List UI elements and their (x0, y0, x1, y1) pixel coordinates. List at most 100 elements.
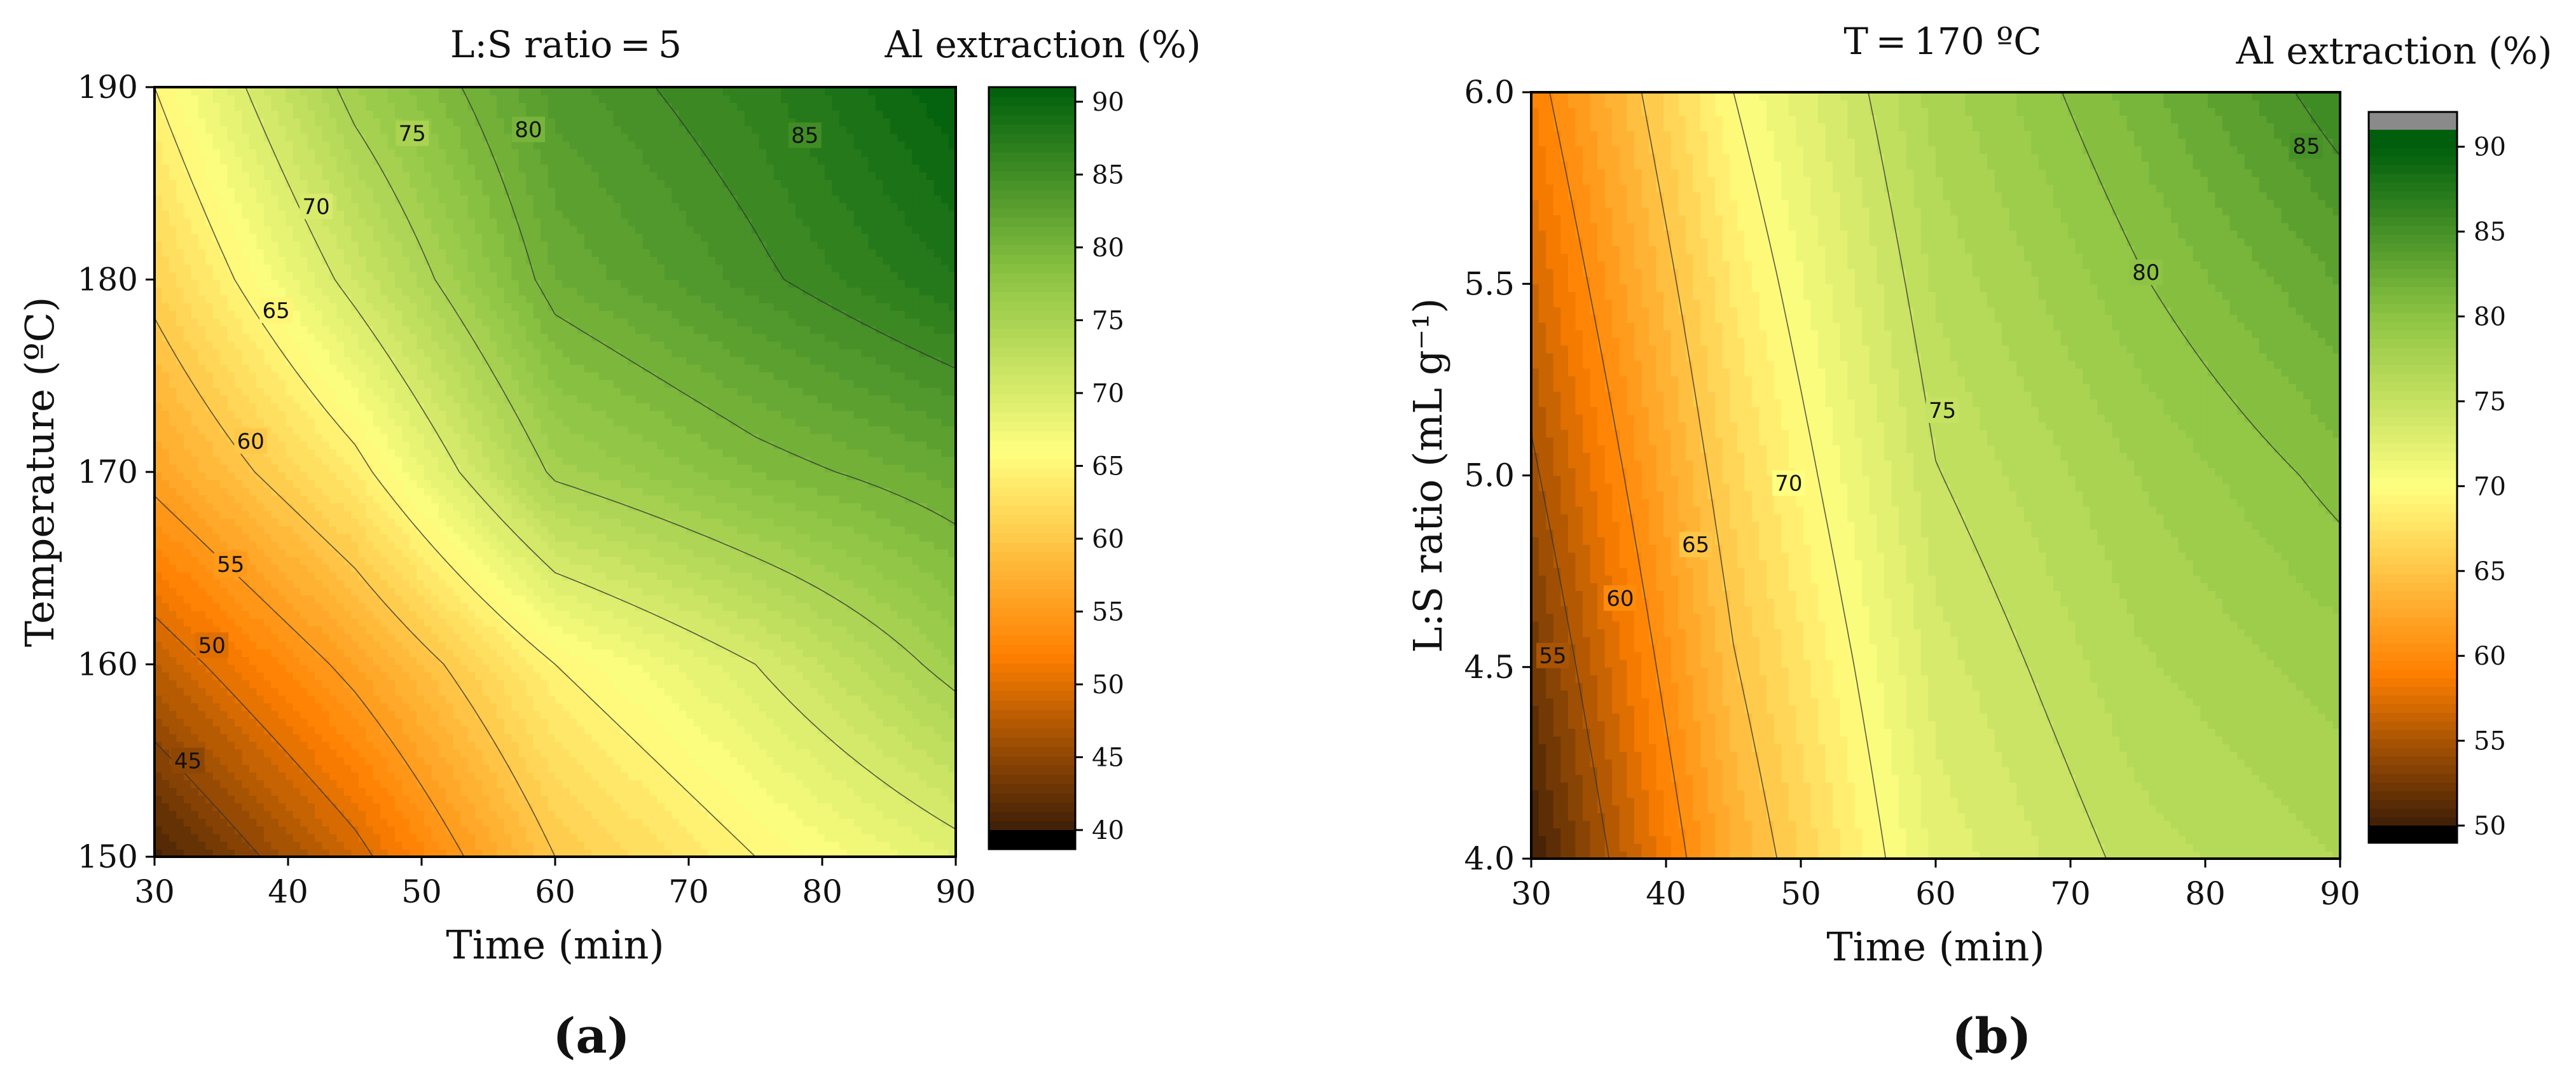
contour-label-bg (2129, 260, 2163, 286)
colorbar-label: Al extraction (%) (2236, 29, 2552, 73)
contour-label: 75 (1929, 398, 1956, 424)
colorbar-tick-label: 55 (1092, 597, 1124, 627)
colorbar-tick-label: 85 (2474, 218, 2506, 247)
y-tick-label: 150 (78, 838, 138, 875)
panel-b: 55 60 65 70 75 80 85 30 40 50 60 70 80 90 4.0 4.5 5.0 5.5… (1405, 20, 2552, 1064)
panel-label: (a) (553, 1007, 630, 1064)
colorbar-tick-label: 45 (1092, 743, 1124, 772)
contour-label: 70 (302, 195, 329, 220)
colorbar-tick-label: 80 (2474, 303, 2506, 332)
x-tick-label: 80 (2185, 875, 2226, 912)
contour-line-80 (2062, 92, 2340, 524)
colorbar-tick-label: 60 (2474, 642, 2506, 671)
colorbar: 50 55 60 65 70 75 80 85 90 Al extraction (%) (2236, 29, 2552, 844)
x-tick-label: 90 (935, 873, 976, 910)
contour-line-70 (245, 87, 956, 830)
contour-label: 60 (1606, 586, 1634, 611)
contour-line-85 (654, 87, 956, 369)
y-tick-label: 170 (78, 453, 138, 490)
contour-label: 70 (1775, 471, 1802, 497)
contour-line-75 (1868, 92, 2107, 859)
x-axis-label: Time (min) (446, 922, 664, 968)
x-tick-label: 40 (1646, 875, 1686, 912)
colorbar-frame (2367, 111, 2458, 844)
contour-line-65 (155, 87, 756, 857)
colorbar-under (989, 830, 1075, 849)
colorbar-tick-label: 55 (2474, 727, 2506, 756)
contour-label-bg (1603, 585, 1637, 611)
contour-label-bg (2290, 133, 2323, 159)
y-tick-label: 4.5 (1464, 649, 1515, 686)
x-tick-label: 50 (401, 873, 442, 910)
y-tick-label: 4.0 (1464, 840, 1515, 877)
contour-label-bg (512, 116, 545, 142)
contour-line-50 (155, 616, 374, 857)
colorbar-tick-label: 70 (1092, 379, 1124, 408)
contour-label: 65 (262, 298, 289, 324)
colorbar-tick-label: 85 (1092, 160, 1124, 190)
contour-label-bg (1679, 531, 1712, 557)
colorbar-tick-label: 90 (2474, 133, 2506, 162)
colorbar-over (2369, 112, 2457, 130)
contour-label-bg (1536, 642, 1569, 668)
contour-lines (1531, 92, 2340, 859)
panel-label: (b) (1952, 1007, 2031, 1064)
y-axis-label: L:S ratio (mL g⁻¹) (1405, 298, 1451, 653)
y-tick-label: 180 (78, 261, 138, 298)
contour-label: 50 (198, 633, 226, 658)
colorbar-tick-label: 65 (1092, 452, 1124, 481)
contour-line-70 (1733, 92, 1887, 859)
contour-line-65 (1641, 92, 1778, 859)
x-tick-label: 60 (535, 873, 575, 910)
panel-a: 45 50 55 60 65 70 75 80 85 30 40 50 60 70 80 90 150 160 17… (17, 23, 1201, 1064)
colorbar-under (2369, 826, 2457, 843)
chart-title: T = 170 ºC (1843, 20, 2041, 63)
contour-label-bg (1925, 398, 1959, 424)
contour-label: 55 (1539, 644, 1566, 669)
x-tick-label: 30 (1511, 875, 1552, 912)
contour-label-bg (788, 122, 822, 148)
colorbar-tick-label: 65 (2474, 557, 2506, 586)
contour-line-60 (155, 317, 556, 857)
contour-fill (1531, 92, 2340, 859)
colorbar-tick-label: 75 (2474, 387, 2506, 417)
x-tick-label: 70 (2050, 875, 2091, 912)
contour-line-60 (1549, 92, 1688, 859)
colorbar: 40 45 50 55 60 65 70 75 80 85 90 Al extraction (%) (885, 23, 1201, 850)
x-axis-label: Time (min) (1826, 924, 2044, 970)
contour-label: 80 (2132, 260, 2159, 286)
contour-label: 75 (399, 121, 426, 147)
contour-label-bg (171, 747, 205, 773)
colorbar-label: Al extraction (%) (885, 23, 1201, 66)
contour-line-55 (1531, 433, 1610, 859)
colorbar-tick-label: 70 (2474, 472, 2506, 501)
contour-label-bg (234, 428, 268, 454)
contour-label: 65 (1682, 532, 1709, 558)
x-tick-label: 30 (134, 873, 175, 910)
colorbar-tick-label: 40 (1092, 816, 1124, 845)
x-tick-label: 60 (1915, 875, 1956, 912)
contour-label-bg (259, 297, 293, 323)
y-tick-label: 160 (78, 646, 138, 683)
contour-label-bg (214, 551, 247, 578)
contour-label-bg (396, 120, 429, 146)
colorbar-tick-label: 50 (1092, 670, 1124, 700)
contour-label-bg (300, 193, 333, 219)
colorbar-tick-label: 90 (1092, 88, 1124, 117)
x-tick-label: 70 (668, 873, 709, 910)
y-axis-label: Temperature (ºC) (17, 297, 63, 647)
x-tick-label: 50 (1780, 875, 1821, 912)
contour-label: 45 (174, 749, 202, 774)
contour-label: 60 (237, 429, 265, 455)
contour-label-bg (1772, 470, 1805, 496)
colorbar-tick-label: 50 (2474, 812, 2506, 841)
x-tick-label: 40 (268, 873, 308, 910)
contour-line-85 (2294, 92, 2340, 156)
contour-label: 55 (217, 552, 244, 578)
contour-fill (155, 87, 956, 857)
colorbar-frame (988, 86, 1077, 850)
contour-label: 85 (2292, 134, 2320, 159)
colorbar-tick-label: 75 (1092, 306, 1124, 335)
y-tick-label: 5.5 (1464, 265, 1515, 302)
